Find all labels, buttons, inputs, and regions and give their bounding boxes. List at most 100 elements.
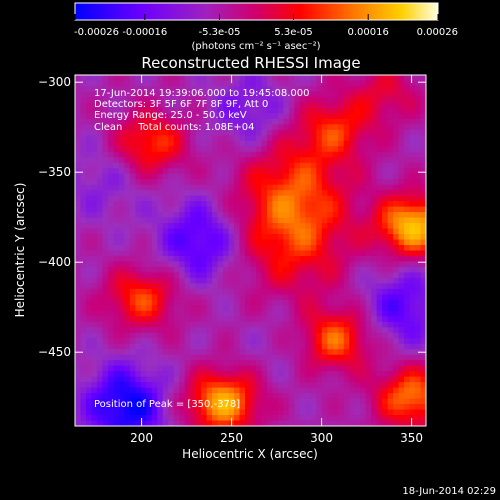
heatmap-cell (91, 255, 98, 262)
heatmap-cell (124, 195, 131, 202)
heatmap-cell (277, 376, 284, 383)
heatmap-cell (316, 393, 323, 399)
heatmap-cell (102, 255, 109, 262)
heatmap-cell (107, 310, 114, 317)
heatmap-cell (343, 299, 350, 306)
heatmap-cell (266, 277, 273, 284)
heatmap-cell (387, 354, 394, 361)
heatmap-cell (420, 162, 426, 169)
heatmap-cell (332, 343, 339, 350)
heatmap-cell (409, 168, 416, 175)
heatmap-cell (75, 113, 81, 120)
heatmap-cell (168, 124, 175, 131)
heatmap-cell (277, 245, 284, 251)
heatmap-cell (201, 283, 208, 290)
heatmap-cell (310, 349, 317, 356)
heatmap-cell (382, 266, 389, 273)
heatmap-cell (140, 288, 147, 295)
heatmap-cell (261, 365, 268, 372)
heatmap-cell (321, 294, 328, 301)
heatmap-cell (102, 365, 109, 372)
heatmap-cell (234, 113, 240, 120)
heatmap-cell (305, 151, 312, 158)
heatmap-cell (245, 206, 251, 213)
heatmap-cell (124, 118, 131, 125)
heatmap-cell (382, 338, 389, 345)
heatmap-cell (387, 365, 394, 372)
heatmap-cell (113, 409, 120, 416)
heatmap-cell (294, 102, 301, 109)
heatmap-cell (173, 360, 180, 367)
heatmap-cell (382, 294, 389, 301)
heatmap-cell (349, 179, 356, 186)
heatmap-cell (332, 151, 339, 158)
heatmap-cell (179, 321, 186, 328)
heatmap-cell (415, 124, 421, 131)
heatmap-cell (118, 245, 125, 251)
heatmap-cell (140, 310, 147, 317)
heatmap-cell (349, 80, 356, 87)
heatmap-cell (184, 365, 191, 372)
heatmap-cell (272, 382, 279, 389)
heatmap-cell (124, 283, 131, 290)
heatmap-cell (195, 349, 202, 356)
heatmap-cell (371, 195, 378, 202)
heatmap-cell (184, 184, 191, 191)
heatmap-cell (316, 162, 323, 169)
heatmap-cell (162, 420, 169, 426)
heatmap-cell (250, 398, 257, 405)
heatmap-cell (393, 376, 399, 383)
heatmap-cell (162, 135, 169, 142)
heatmap-cell (415, 102, 421, 109)
heatmap-cell (365, 184, 372, 191)
heatmap-cell (387, 305, 394, 312)
heatmap-cell (250, 162, 257, 169)
heatmap-cell (283, 96, 290, 103)
heatmap-cell (107, 140, 114, 147)
heatmap-cell (80, 179, 87, 186)
heatmap-cell (212, 75, 218, 81)
heatmap-cell (239, 96, 246, 103)
heatmap-cell (266, 151, 273, 158)
heatmap-cell (102, 162, 109, 169)
heatmap-cell (288, 266, 295, 273)
heatmap-cell (201, 179, 208, 186)
heatmap-cell (135, 376, 142, 383)
heatmap-cell (146, 420, 153, 426)
heatmap-cell (140, 239, 147, 246)
heatmap-cell (360, 140, 367, 147)
heatmap-cell (316, 179, 323, 186)
heatmap-cell (250, 382, 257, 389)
heatmap-cell (234, 393, 240, 399)
heatmap-cell (228, 102, 235, 109)
heatmap-cell (420, 217, 426, 224)
heatmap-cell (398, 129, 405, 136)
heatmap-cell (124, 310, 131, 317)
heatmap-cell (91, 343, 98, 350)
heatmap-cell (321, 250, 328, 257)
heatmap-cell (201, 343, 208, 350)
heatmap-cell (371, 404, 378, 410)
heatmap-cell (255, 212, 262, 218)
heatmap-cell (173, 371, 180, 378)
heatmap-cell (102, 173, 109, 180)
heatmap-cell (140, 146, 147, 153)
heatmap-cell (261, 135, 268, 142)
heatmap-cell (338, 305, 345, 312)
heatmap-cell (321, 179, 328, 186)
heatmap-cell (294, 415, 301, 421)
heatmap-cell (250, 195, 257, 202)
heatmap-cell (102, 85, 109, 92)
heatmap-cell (190, 415, 197, 421)
heatmap-cell (146, 91, 153, 98)
heatmap-cell (272, 305, 279, 312)
heatmap-cell (415, 420, 421, 426)
heatmap-cell (91, 75, 98, 81)
heatmap-cell (190, 173, 197, 180)
heatmap-cell (332, 146, 339, 153)
heatmap-cell (261, 360, 268, 367)
heatmap-cell (168, 228, 175, 235)
heatmap-cell (129, 261, 136, 268)
heatmap-cell (217, 223, 224, 229)
heatmap-cell (179, 393, 186, 399)
